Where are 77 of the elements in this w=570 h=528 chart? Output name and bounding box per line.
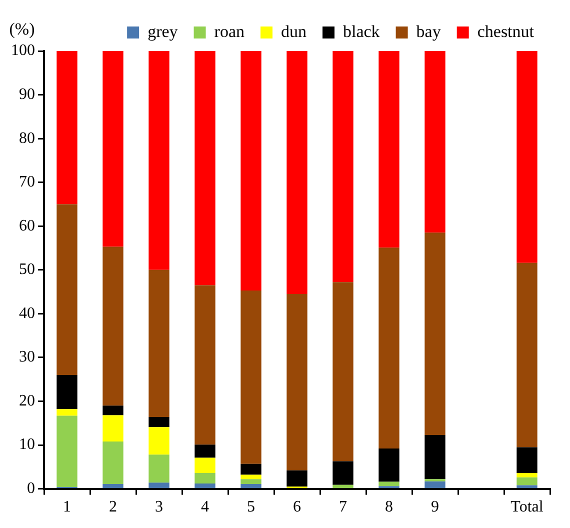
bar [516,447,538,474]
bar [286,294,308,470]
bar [194,444,216,458]
bar [378,448,400,482]
bar [148,482,170,488]
legend-label: bay [416,22,442,41]
bar [56,374,78,410]
x-tick-label: 3 [155,498,163,516]
bar [516,477,538,486]
bar [516,262,538,448]
bar [56,416,78,488]
bar [516,485,538,488]
x-tick-label: 9 [431,498,439,516]
x-tick-label: 5 [247,498,255,516]
legend-label: roan [214,22,245,41]
bar [194,473,216,484]
bar [102,442,124,484]
y-tick-label: 0 [27,480,35,498]
x-tick-label: 7 [339,498,347,516]
legend-label: dun [280,22,307,41]
x-tick-label: 2 [109,498,117,516]
bar [424,481,446,488]
y-tick-label: 60 [19,217,35,234]
bar [424,434,446,480]
bar [194,458,216,474]
bar [148,51,170,270]
x-tick-label: 8 [385,498,393,516]
legend-label: chestnut [477,22,534,41]
bar [102,246,124,406]
y-tick-label: 10 [19,436,35,454]
x-tick-label: 1 [63,498,71,516]
bar [378,51,400,248]
y-tick-label: 80 [19,130,35,147]
bar [240,484,262,488]
bar [424,51,446,233]
y-axis-title: (%) [9,19,35,38]
x-tick-label: 6 [293,498,301,516]
bar [286,51,308,294]
bar [516,473,538,478]
bar [240,474,262,480]
y-tick-label: 50 [19,261,35,278]
bar [148,417,170,428]
bar [240,51,262,290]
bar [240,290,262,464]
bar [240,479,262,484]
bar [148,270,170,417]
y-tick-label: 40 [19,304,35,322]
bar [332,282,354,462]
bar [378,482,400,486]
y-tick-label: 20 [19,392,35,410]
bar [516,51,538,263]
bar [332,484,354,488]
legend-label: black [342,22,380,41]
y-tick-label: 70 [19,174,35,191]
y-tick-label: 30 [19,348,35,366]
x-tick-label: Total [510,498,544,516]
bar [56,204,78,375]
bar [56,409,78,416]
x-tick-label: 4 [201,498,209,516]
bar [102,415,124,442]
bar [194,484,216,488]
bar [102,484,124,488]
bar [56,51,78,204]
bar [332,51,354,282]
bar [194,51,216,286]
bar [240,464,262,475]
y-tick-label: 90 [19,86,35,103]
y-tick-label: 100 [11,42,35,60]
bar [102,51,124,247]
legend-label: grey [148,22,178,41]
bar [194,285,216,445]
bar [332,461,354,485]
bar [424,232,446,435]
bar [378,248,400,449]
bar [148,454,170,483]
bar [102,406,124,416]
bar [148,427,170,455]
